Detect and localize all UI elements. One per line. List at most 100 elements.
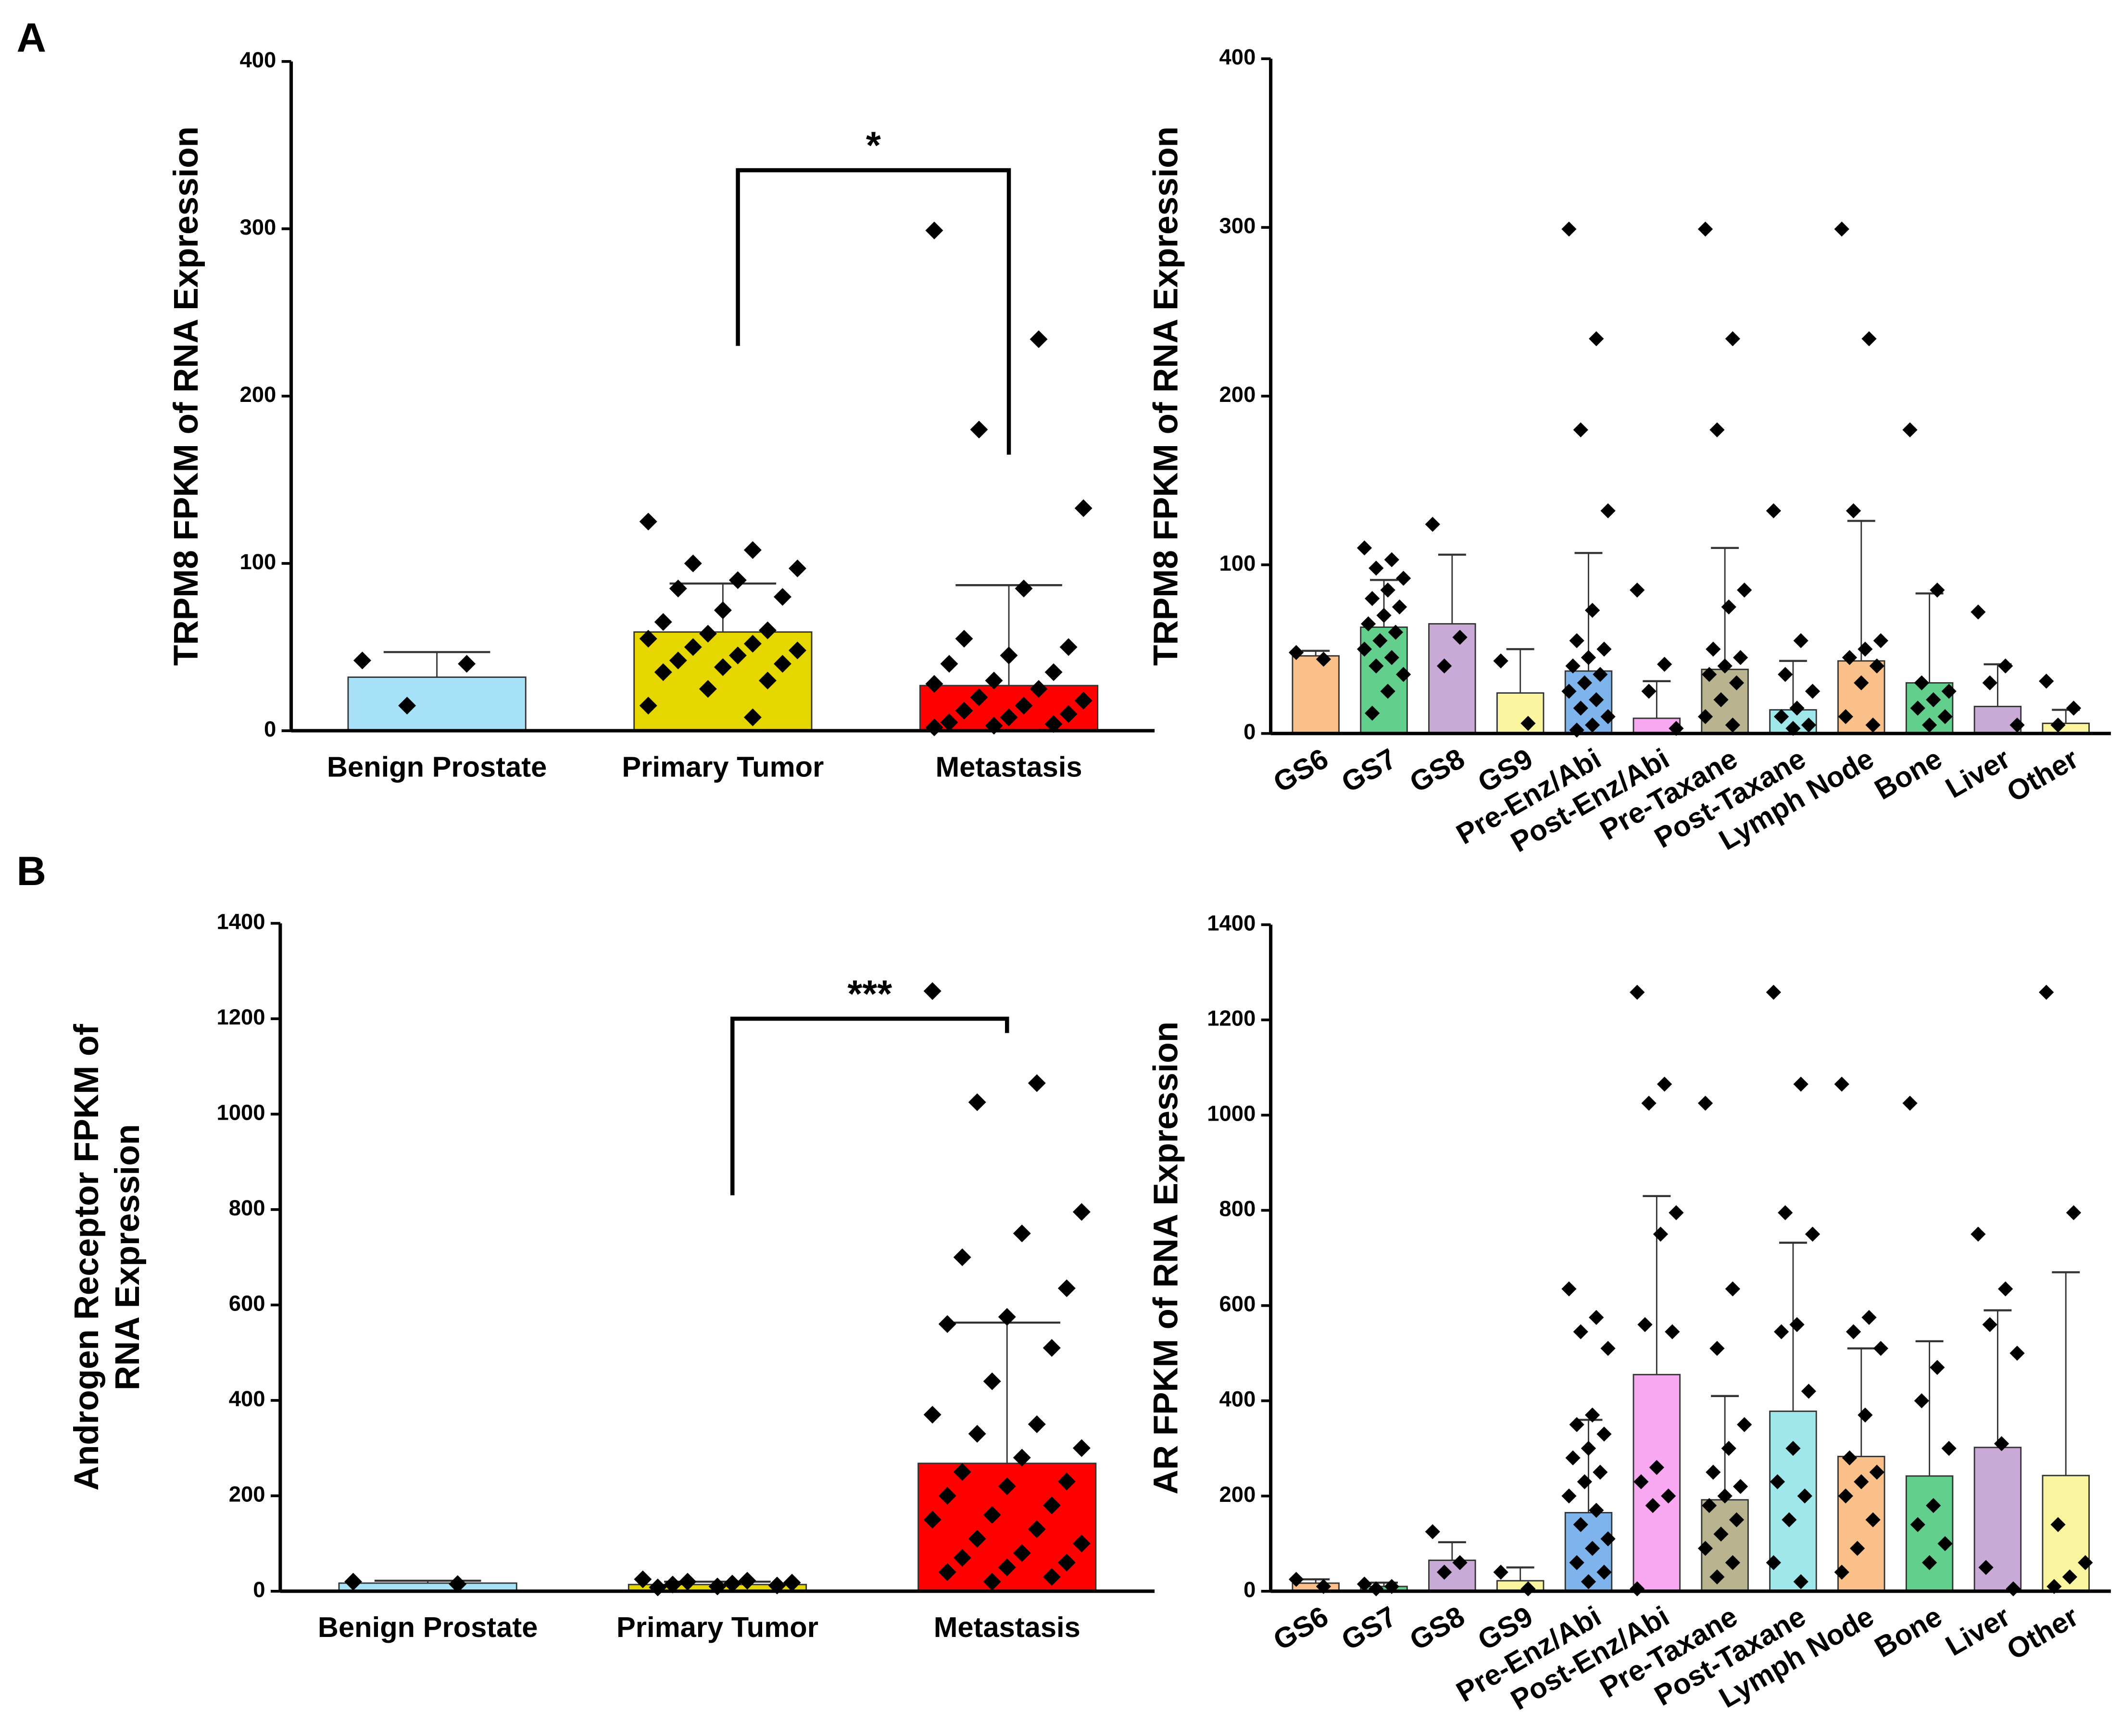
data-point	[1834, 1564, 1849, 1580]
data-point	[1785, 1441, 1801, 1456]
data-point	[1858, 1407, 1873, 1423]
data-point	[1437, 658, 1452, 674]
data-point	[1584, 1541, 1600, 1556]
data-point	[1842, 650, 1858, 665]
data-point	[1384, 650, 1399, 665]
data-point	[458, 655, 476, 673]
x-tick-label: Benign Prostate	[327, 750, 547, 783]
data-point	[938, 1315, 956, 1333]
data-point	[723, 1574, 741, 1593]
significance-bracket	[730, 1016, 1009, 1196]
data-point	[1902, 422, 1918, 437]
data-point	[669, 651, 687, 670]
data-point	[1854, 1474, 1869, 1489]
data-point	[1289, 1572, 1304, 1587]
data-point	[1978, 1560, 1994, 1575]
y-tick-label: 400	[1219, 1387, 1256, 1411]
data-point	[1028, 1074, 1046, 1092]
data-point	[953, 1248, 971, 1266]
data-point	[1713, 692, 1729, 708]
data-point	[773, 588, 791, 606]
data-point	[1926, 1498, 1941, 1513]
x-tick-label: Liver	[1940, 1600, 2016, 1662]
data-point	[1766, 1555, 1782, 1571]
y-axis-label: TRPM8 FPKM of RNA Expression	[1147, 126, 1185, 666]
data-point	[1059, 705, 1078, 723]
data-point	[1937, 1536, 1953, 1551]
data-point	[1998, 658, 2013, 674]
data-point	[1452, 1555, 1468, 1571]
data-point	[1921, 717, 1937, 733]
data-point	[1842, 1450, 1858, 1466]
data-point	[634, 1570, 652, 1588]
data-point	[1697, 221, 1713, 237]
data-point	[1596, 1564, 1612, 1580]
data-point	[955, 701, 973, 720]
data-point	[1914, 675, 1929, 691]
data-point	[1015, 579, 1033, 598]
data-point	[1425, 1524, 1440, 1539]
x-tick-label: Liver	[1940, 742, 2016, 804]
data-point	[998, 1558, 1016, 1576]
data-point	[1584, 1407, 1600, 1423]
data-point	[1797, 1488, 1812, 1504]
data-point	[1289, 645, 1304, 660]
y-axis-label: TRPM8 FPKM of RNA Expression	[167, 126, 205, 666]
data-point	[1630, 582, 1645, 598]
data-point	[983, 1506, 1001, 1524]
x-tick-label: GS6	[1268, 742, 1333, 799]
data-point	[1941, 1441, 1957, 1456]
data-point	[1630, 985, 1645, 1000]
data-point	[1706, 1464, 1721, 1480]
data-point	[1030, 330, 1048, 349]
y-tick-label: 400	[1219, 45, 1256, 69]
data-point	[1910, 1517, 1925, 1532]
data-point	[1850, 1541, 1865, 1556]
data-point	[714, 658, 732, 676]
data-point	[1702, 1498, 1717, 1513]
data-point	[1388, 624, 1404, 640]
data-point	[1697, 709, 1713, 724]
data-point	[1770, 1474, 1785, 1489]
data-point	[1910, 700, 1925, 716]
y-tick-label: 600	[1219, 1292, 1256, 1316]
data-point	[1057, 1553, 1076, 1572]
x-tick-label: Bone	[1869, 1600, 1947, 1664]
data-point	[1706, 641, 1721, 657]
data-point	[1869, 658, 1884, 674]
data-point	[968, 1424, 986, 1443]
bar	[347, 676, 527, 732]
data-point	[1493, 653, 1508, 669]
data-point	[1861, 1310, 1877, 1325]
data-point	[998, 1308, 1016, 1326]
data-point	[1569, 1417, 1584, 1432]
data-point	[1042, 1339, 1061, 1357]
data-point	[1858, 641, 1873, 657]
data-point	[1971, 1226, 1986, 1242]
data-point	[1028, 1415, 1046, 1433]
data-point	[758, 672, 777, 690]
data-point	[1869, 1464, 1884, 1480]
data-point	[1838, 1488, 1853, 1504]
data-point	[1600, 709, 1616, 724]
data-point	[1641, 1096, 1657, 1111]
data-point	[1801, 717, 1817, 733]
x-tick-label: GS7	[1336, 742, 1402, 799]
data-point	[1914, 1393, 1929, 1409]
x-tick-label: Primary Tumor	[616, 1611, 818, 1643]
data-point	[1577, 1474, 1593, 1489]
data-point	[1846, 503, 1861, 519]
data-point	[970, 421, 988, 438]
data-point	[1589, 1310, 1604, 1325]
data-point	[664, 1575, 682, 1594]
data-point	[1766, 503, 1782, 519]
data-point	[1713, 1526, 1729, 1542]
data-point	[1902, 1096, 1918, 1111]
data-point	[2078, 1555, 2093, 1571]
data-point	[699, 680, 717, 698]
significance-label: ***	[847, 973, 892, 1015]
x-tick-label: Metastasis	[936, 750, 1082, 783]
data-point	[1865, 1512, 1881, 1527]
data-point	[1729, 675, 1745, 691]
